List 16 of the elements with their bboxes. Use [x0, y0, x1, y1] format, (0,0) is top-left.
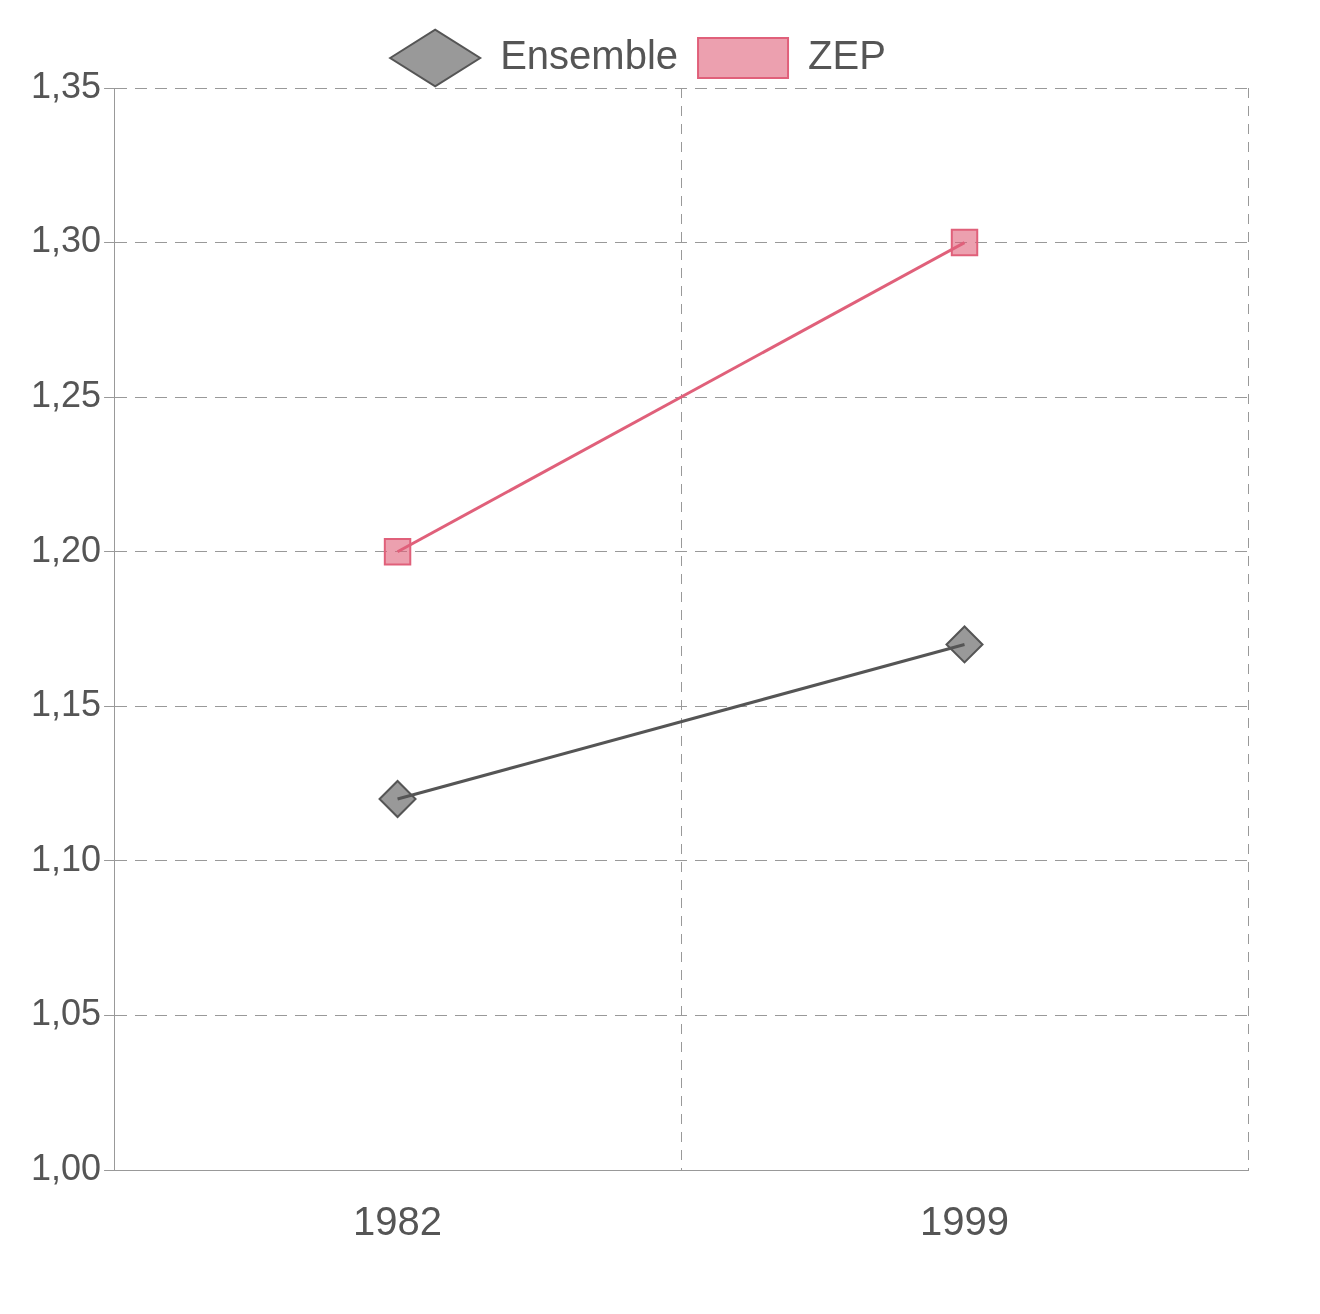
y-tick-label: 1,35 — [30, 64, 102, 106]
point — [950, 228, 979, 257]
y-tick-label: 1,30 — [30, 219, 102, 261]
y-tick-label: 1,20 — [30, 528, 102, 570]
y-tick-label: 1,15 — [30, 683, 102, 725]
legend-label: Ensemble — [500, 33, 679, 78]
y-tick-label: 1,10 — [30, 837, 102, 879]
legend-label: ZEP — [808, 33, 886, 78]
x-tick-label: 1982 — [353, 1199, 443, 1244]
y-tick-label: 1,05 — [30, 992, 102, 1034]
point — [383, 537, 412, 566]
y-tick-label: 1,00 — [30, 1146, 102, 1188]
y-tick-label: 1,25 — [30, 374, 102, 416]
point — [378, 780, 417, 819]
x-tick-label: 1999 — [920, 1199, 1010, 1244]
point — [945, 625, 984, 664]
